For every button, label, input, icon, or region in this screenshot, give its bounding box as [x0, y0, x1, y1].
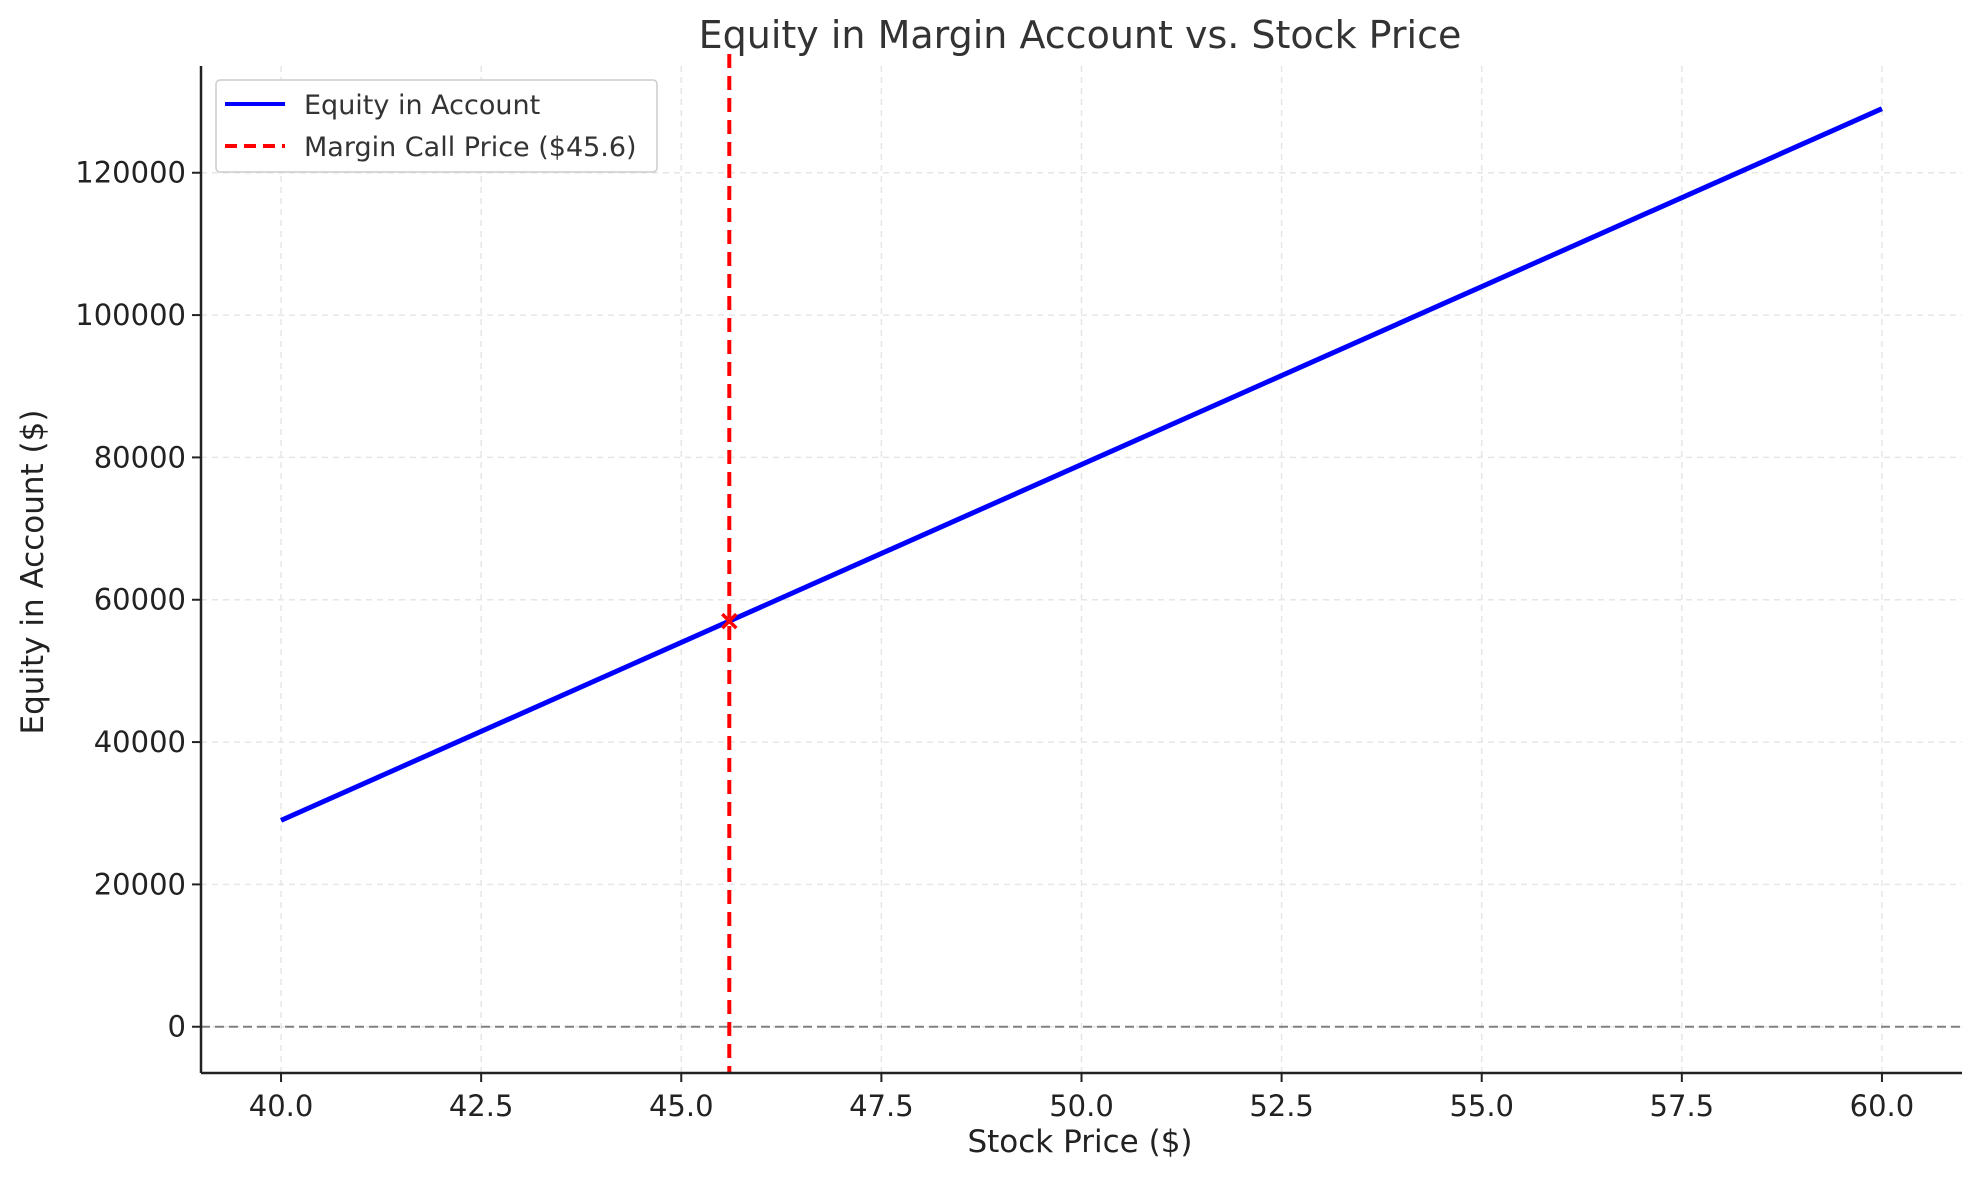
- x-tick-label: 50.0: [1049, 1089, 1114, 1123]
- y-axis-label: Equity in Account ($): [15, 410, 51, 735]
- grid: [201, 66, 1962, 1073]
- series-line-equity: [280, 106, 1883, 823]
- x-tick-label: 60.0: [1850, 1089, 1915, 1123]
- y-tick-label: 20000: [94, 867, 186, 901]
- margin-call-marker: [721, 612, 738, 630]
- y-tick-label: 80000: [94, 440, 186, 474]
- x-tick-label: 42.5: [449, 1089, 514, 1123]
- x-tick-label: 40.0: [249, 1089, 314, 1123]
- ticks: 40.0 42.5 45.0 47.5 50.0 52.5 55.0 57.5 60.0 0 200…: [75, 156, 1914, 1123]
- legend-label-margin-call: Margin Call Price ($45.6): [304, 132, 637, 163]
- x-axis-label: Stock Price ($): [967, 1124, 1192, 1160]
- y-tick-label: 60000: [94, 583, 186, 617]
- series-layer: [280, 106, 1883, 823]
- x-tick-label: 55.0: [1449, 1089, 1514, 1123]
- y-tick-label: 120000: [75, 156, 186, 190]
- marker-stroke-b: [721, 612, 738, 630]
- legend-box: [215, 79, 658, 173]
- x-tick-label: 57.5: [1650, 1089, 1715, 1123]
- y-tick-label: 100000: [75, 298, 186, 332]
- x-tick-label: 45.0: [649, 1089, 714, 1123]
- y-tick-label: 40000: [94, 725, 186, 759]
- marker-layer: [721, 612, 738, 630]
- legend: Equity in Account Margin Call Price ($45…: [215, 79, 658, 173]
- legend-label-equity: Equity in Account: [304, 90, 540, 121]
- chart-title: Equity in Margin Account vs. Stock Price: [699, 13, 1462, 57]
- axes: [199, 66, 1962, 1075]
- y-tick-label: 0: [168, 1010, 186, 1044]
- x-tick-label: 52.5: [1249, 1089, 1314, 1123]
- x-tick-label: 47.5: [849, 1089, 914, 1123]
